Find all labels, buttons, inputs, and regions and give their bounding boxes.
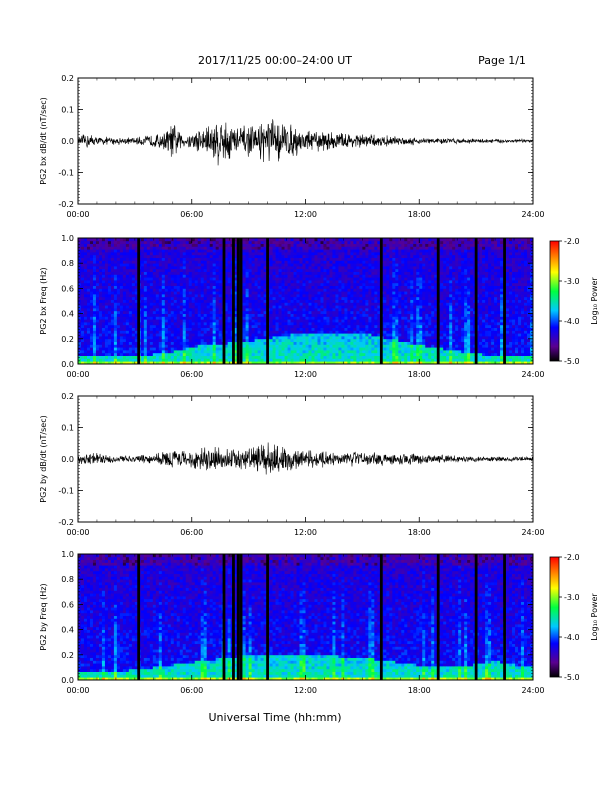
y-tick-label: 0.0	[61, 360, 74, 369]
colorbar	[549, 240, 560, 362]
panels: 0.20.10.0-0.1-0.200:00 06:00 12:00 18:00 24:…	[39, 74, 599, 695]
x-tick-label: 24:00	[521, 528, 544, 537]
x-tick-label: 24:00	[521, 686, 544, 695]
y-tick-label: -0.2	[58, 518, 74, 527]
y-tick-label: 0.8	[61, 575, 74, 584]
x-tick-label: 18:00	[408, 370, 431, 379]
x-tick-label: 06:00	[180, 686, 203, 695]
colorbar-label: Log₁₀ Power	[590, 593, 599, 641]
y-tick-label: -0.1	[58, 169, 74, 178]
page-indicator: Page 1/1	[478, 54, 526, 67]
panel-3: 0.2 0.1 0.0 -0.1 -0.200:00 06:00 12:00 18:00 24:…	[39, 392, 545, 537]
colorbar-tick-label: -3.0	[564, 277, 580, 286]
x-tick-label: 00:00	[66, 210, 89, 219]
x-tick-label: 12:00	[294, 210, 317, 219]
data-gap	[266, 238, 269, 364]
y-axis-title: PG2 by dB/dt (nT/sec)	[39, 415, 48, 502]
y-axis-title: PG2 by Freq (Hz)	[39, 583, 48, 650]
x-tick-label: 12:00	[294, 686, 317, 695]
data-gap	[503, 554, 506, 680]
data-gap	[137, 238, 141, 364]
colorbar-tick-label: -2.0	[564, 553, 580, 562]
colorbar-label: Log₁₀ Power	[590, 277, 599, 325]
colorbar-tick-label: -4.0	[564, 317, 580, 326]
x-tick-label: 12:00	[294, 370, 317, 379]
x-tick-label: 12:00	[294, 528, 317, 537]
spectrogram-cells	[78, 238, 534, 365]
data-gap	[266, 554, 269, 680]
x-tick-label: 24:00	[521, 210, 544, 219]
x-tick-label: 06:00	[180, 210, 203, 219]
y-tick-label: 0.0	[61, 137, 74, 146]
series-line	[77, 119, 534, 166]
x-tick-label: 06:00	[180, 528, 203, 537]
colorbar-tick-label: -5.0	[564, 357, 580, 366]
y-tick-label: 0.4	[61, 626, 74, 635]
data-gap	[436, 554, 440, 680]
data-gap	[474, 554, 478, 680]
panel-2: -2.0 -3.0 -4.0 -5.0 Log₁₀ Power 1.0 0.8 0.6 0.4 0…	[39, 234, 599, 379]
data-gap	[239, 238, 243, 364]
x-tick-label: 18:00	[408, 210, 431, 219]
series-line	[77, 442, 534, 475]
x-axis-title: Universal Time (hh:mm)	[209, 711, 342, 724]
y-tick-label: 0.0	[61, 455, 74, 464]
x-tick-label: 00:00	[66, 686, 89, 695]
y-tick-label: -0.1	[58, 487, 74, 496]
y-axis-title: PG2 bx Freq (Hz)	[39, 267, 48, 334]
x-tick-label: 00:00	[66, 370, 89, 379]
x-tick-label: 24:00	[521, 370, 544, 379]
x-tick-label: 18:00	[408, 686, 431, 695]
y-axis-title: PG2 bx dB/dt (nT/sec)	[39, 97, 48, 184]
y-tick-label: 0.0	[61, 676, 74, 685]
colorbar-tick-label: -4.0	[564, 633, 580, 642]
data-gap	[236, 238, 240, 364]
data-gap	[232, 554, 235, 680]
spectrogram-cells	[78, 554, 534, 681]
data-gap	[239, 554, 243, 680]
y-tick-label: 0.2	[61, 74, 74, 83]
x-tick-label: 00:00	[66, 528, 89, 537]
x-tick-label: 06:00	[180, 370, 203, 379]
data-gap	[236, 554, 240, 680]
x-tick-label: 18:00	[408, 528, 431, 537]
data-gap	[232, 238, 235, 364]
y-tick-label: 0.6	[61, 284, 74, 293]
y-tick-label: 0.4	[61, 310, 74, 319]
data-gap	[436, 238, 440, 364]
panel-4: -2.0 -3.0 -4.0 -5.0 Log₁₀ Power 1.0 0.8 0.6 0.4 0…	[39, 550, 599, 695]
figure-title: 2017/11/25 00:00–24:00 UT	[198, 54, 352, 67]
panel-1: 0.2 0.1 0.0 -0.1 -0.200:00 06:00 12:00 18:00 24:…	[39, 74, 545, 219]
y-tick-label: 1.0	[61, 550, 74, 559]
y-tick-label: 1.0	[61, 234, 74, 243]
colorbar-tick-label: -2.0	[564, 237, 580, 246]
data-gap	[474, 238, 478, 364]
data-gap	[137, 554, 141, 680]
data-gap	[379, 238, 383, 364]
data-gap	[222, 554, 226, 680]
colorbar-tick-label: -3.0	[564, 593, 580, 602]
y-tick-label: 0.1	[61, 106, 74, 115]
y-tick-label: 0.6	[61, 600, 74, 609]
y-tick-label: 0.8	[61, 259, 74, 268]
y-tick-label: 0.2	[61, 392, 74, 401]
colorbar-tick-label: -5.0	[564, 673, 580, 682]
y-tick-label: 0.1	[61, 424, 74, 433]
data-gap	[503, 238, 506, 364]
data-gap	[379, 554, 383, 680]
data-gap	[222, 238, 226, 364]
colorbar	[549, 556, 560, 678]
y-tick-label: 0.2	[61, 335, 74, 344]
y-tick-label: -0.2	[58, 200, 74, 209]
y-tick-label: 0.2	[61, 651, 74, 660]
